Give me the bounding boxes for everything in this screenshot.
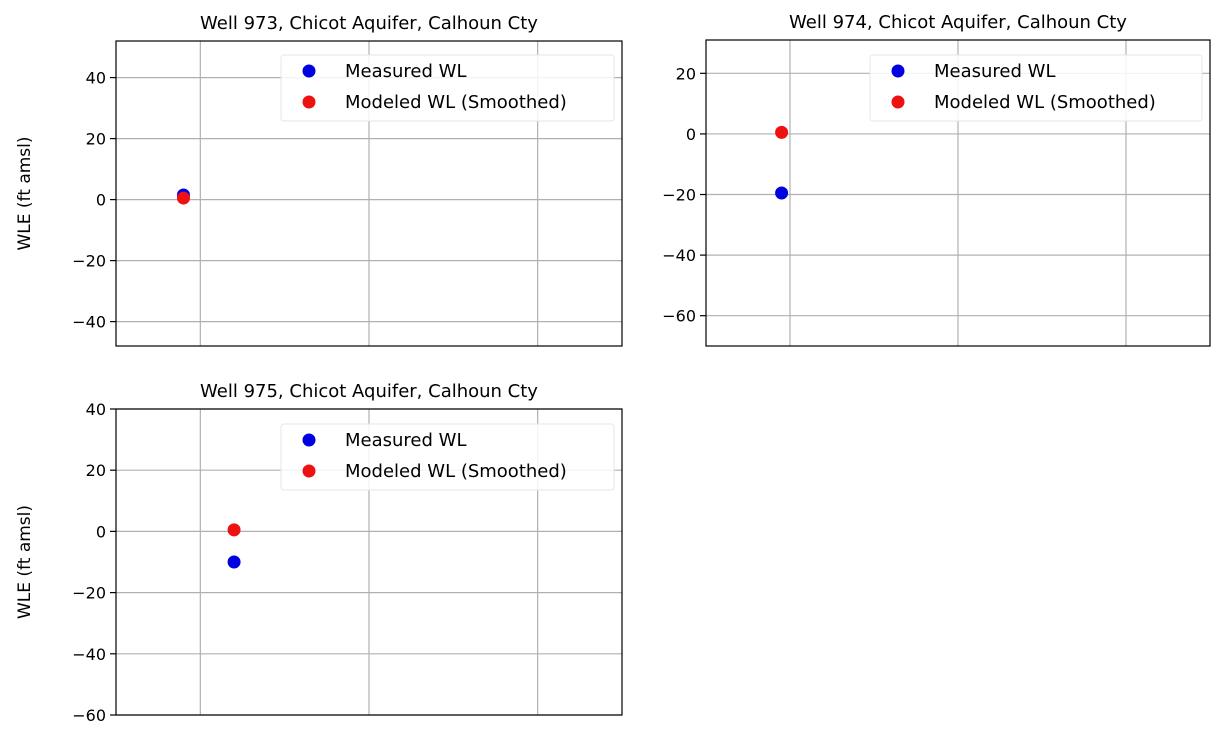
y-tick-label: −20 — [662, 186, 696, 205]
modeled-point — [227, 523, 241, 537]
y-axis-label: WLE (ft amsl) — [15, 136, 35, 250]
y-tick-label: 20 — [676, 64, 696, 83]
legend-label: Modeled WL (Smoothed) — [345, 461, 567, 482]
legend-marker — [891, 95, 905, 109]
legend-marker — [302, 433, 316, 447]
measured-point — [775, 186, 789, 200]
measured-point — [227, 555, 241, 569]
legend-marker — [302, 95, 316, 109]
legend-marker — [302, 464, 316, 478]
modeled-point — [775, 125, 789, 139]
legend-box — [280, 423, 615, 491]
legend-label: Measured WL — [934, 61, 1055, 82]
y-tick-label: 20 — [86, 130, 106, 149]
legend-box — [869, 54, 1203, 122]
chart-title: Well 973, Chicot Aquifer, Calhoun Cty — [200, 13, 538, 34]
y-tick-label: 20 — [86, 461, 106, 480]
y-tick-label: −40 — [662, 246, 696, 265]
y-tick-label: −40 — [72, 645, 106, 664]
chart-title: Well 975, Chicot Aquifer, Calhoun Cty — [200, 381, 538, 402]
legend-marker — [891, 64, 905, 78]
subplot-1: 40 20 0 −20 −40 Well 973, Chicot Aquifer, Cal… — [15, 13, 623, 347]
y-tick-label: 0 — [96, 522, 106, 541]
subplot-3: 40 20 0 −20 −40 −60 Well 975, Chicot Aquifer, … — [15, 381, 623, 725]
y-axis-label: WLE (ft amsl) — [15, 505, 35, 619]
y-tick-label: 0 — [96, 191, 106, 210]
legend-label: Measured WL — [345, 61, 466, 82]
y-tick-label: −20 — [72, 584, 106, 603]
plot-frame — [705, 39, 1211, 347]
legend-label: Modeled WL (Smoothed) — [934, 92, 1156, 113]
subplot-2: 20 0 −20 −40 −60 Well 974, Chicot Aquifer, Ca… — [662, 12, 1211, 347]
y-tick-label: −60 — [72, 706, 106, 725]
y-tick-label: 40 — [86, 69, 106, 88]
legend-label: Modeled WL (Smoothed) — [345, 92, 567, 113]
y-tick-label: 0 — [686, 125, 696, 144]
legend-box — [280, 54, 615, 122]
y-tick-label: 40 — [86, 400, 106, 419]
chart-title: Well 974, Chicot Aquifer, Calhoun Cty — [789, 12, 1127, 33]
legend-marker — [302, 64, 316, 78]
y-tick-label: −20 — [72, 252, 106, 271]
y-tick-label: −40 — [72, 313, 106, 332]
modeled-point — [176, 191, 190, 205]
legend-label: Measured WL — [345, 430, 466, 451]
y-tick-label: −60 — [662, 307, 696, 326]
plot-frame — [115, 40, 623, 347]
plot-frame — [115, 408, 623, 716]
